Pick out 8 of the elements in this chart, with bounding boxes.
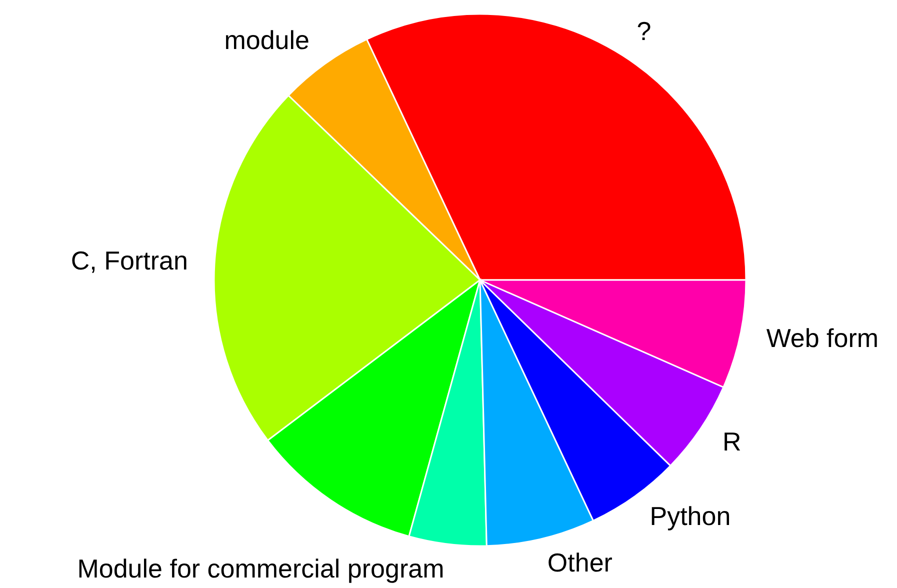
slice-label: module [224, 25, 310, 56]
slice-label: ? [636, 16, 652, 46]
slice-label: Other [547, 548, 613, 578]
slice-label: R [722, 426, 742, 457]
slice-label: Web form [766, 323, 879, 354]
slice-label: C, Fortran [70, 245, 188, 276]
slice-label: Module for commercial program [77, 553, 444, 584]
slice-label: Python [650, 501, 731, 532]
